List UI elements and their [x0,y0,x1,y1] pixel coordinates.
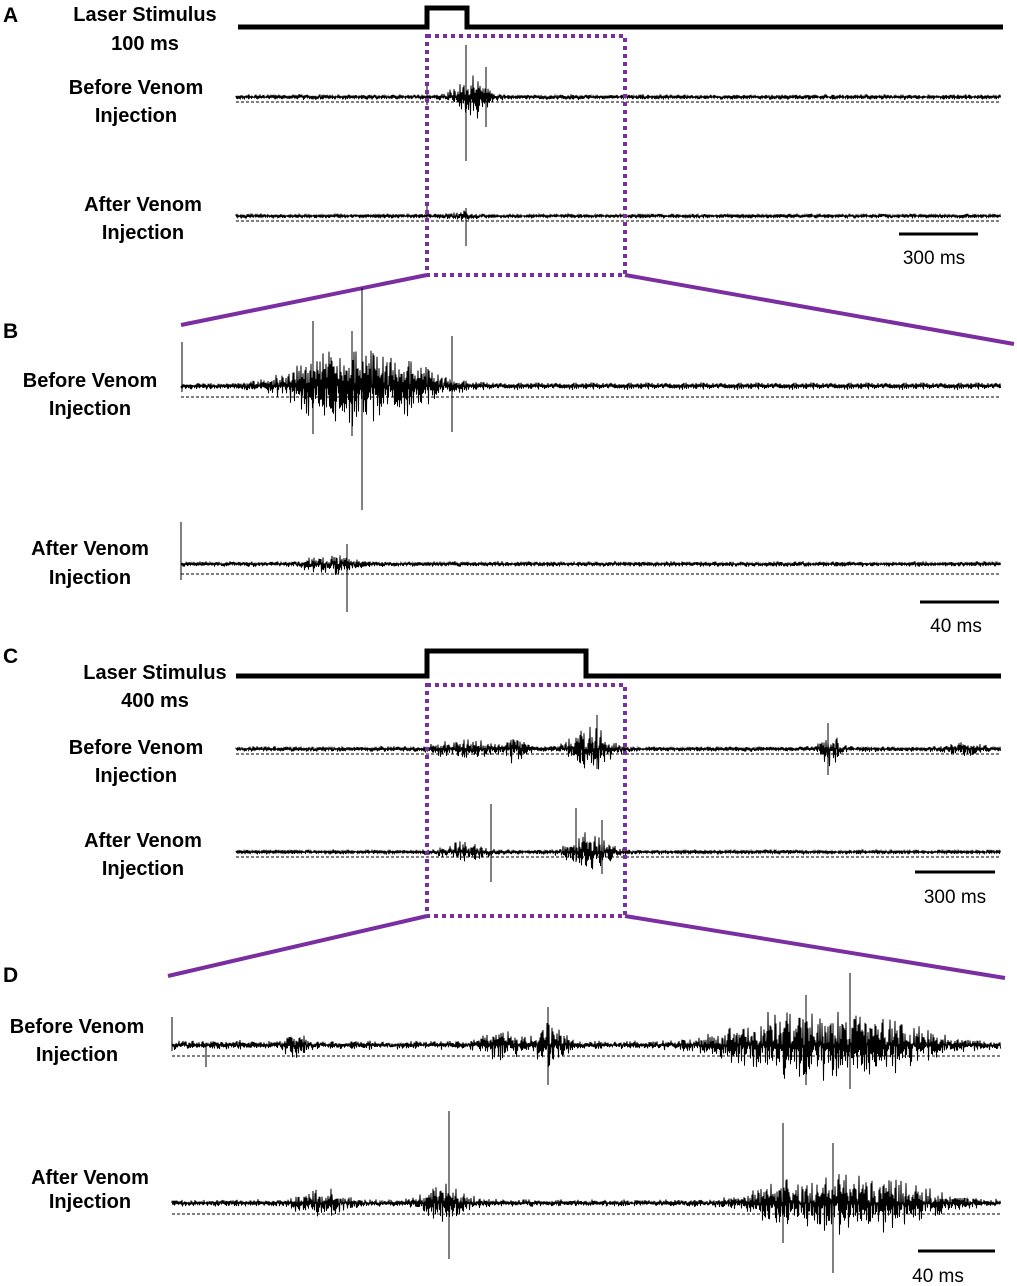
scale-bar-label-c: 300 ms [924,887,986,908]
zoom-line-left-c [167,914,428,978]
panel-letter-c: C [3,645,18,668]
trace-after-b [180,522,1001,612]
laser-stimulus-trace-a [238,5,1003,30]
zoom-line-right-a [624,273,1015,346]
zoom-line-left-a [180,273,428,327]
scale-bar-label-a: 300 ms [903,248,965,269]
after-label-b: After Venom [31,538,149,560]
before-label-d: Before Venom [10,1016,144,1038]
stimulus-label-a: Laser Stimulus [73,4,216,26]
panel-letter-a: A [3,4,18,27]
zoom-box-c [425,683,627,918]
stimulus-duration-a: 100 ms [111,33,179,55]
laser-stimulus-trace-c [236,648,1001,679]
trace-after-a [235,206,1001,246]
panel-b: B Before Venom Injection After Venom Inj… [3,288,1001,637]
trace-before-d [171,973,1001,1089]
trace-before-b [180,288,1001,510]
scale-bar-label-d: 40 ms [912,1266,964,1286]
trace-after-c [235,804,1001,882]
after-label-b-2: Injection [49,567,131,589]
after-label-d-2: Injection [49,1191,131,1213]
stimulus-duration-c: 400 ms [121,690,189,712]
before-label-a: Before Venom [69,77,203,99]
stimulus-label-c: Laser Stimulus [83,662,226,684]
after-label-a-2: Injection [102,222,184,244]
panel-letter-b: B [3,320,18,343]
before-label-d-2: Injection [36,1044,118,1066]
panel-c: C Laser Stimulus 400 ms Before Venom Inj… [3,645,1001,918]
trace-before-c [235,715,1001,775]
panel-d: D Before Venom Injection After Venom Inj… [3,964,1001,1286]
after-label-a: After Venom [84,194,202,216]
before-label-c-2: Injection [95,765,177,787]
zoom-line-right-c [624,914,1006,980]
after-label-c-2: Injection [102,858,184,880]
panel-letter-d: D [3,964,18,987]
scale-bar-label-b: 40 ms [930,616,982,637]
after-label-d: After Venom [31,1167,149,1189]
before-label-b-2: Injection [49,398,131,420]
before-label-c: Before Venom [69,737,203,759]
panel-a: A Laser Stimulus 100 ms Before Venom Inj… [3,4,1003,277]
before-label-b: Before Venom [23,370,157,392]
after-label-c: After Venom [84,830,202,852]
before-label-a-2: Injection [95,105,177,127]
zoom-box-a [425,34,627,277]
trace-before-a [235,45,1001,161]
trace-after-d [171,1111,1001,1273]
